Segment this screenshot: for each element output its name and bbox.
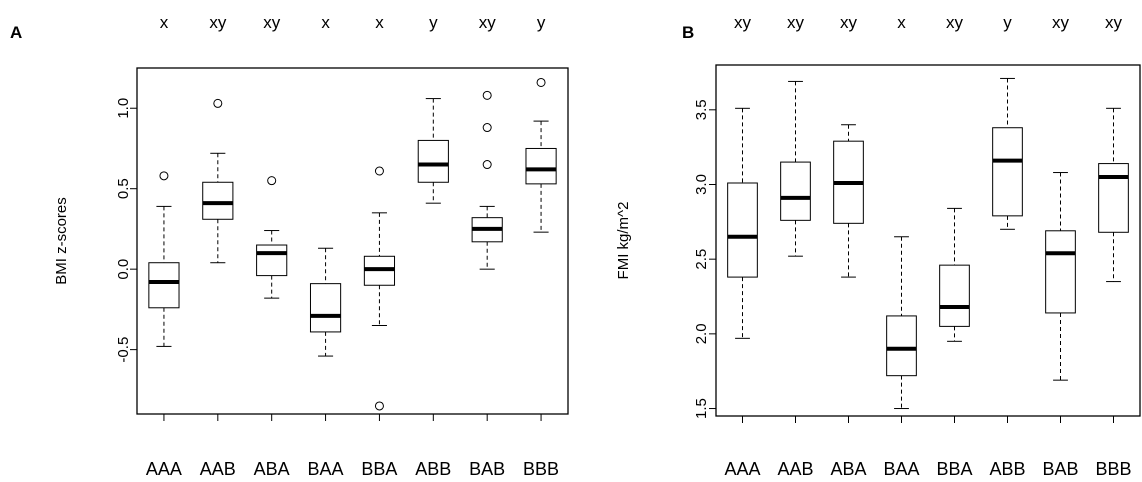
significance-letter: xy (840, 13, 858, 32)
outlier-point (267, 176, 277, 186)
iqr-box (992, 127, 1023, 217)
iqr-box (525, 147, 557, 185)
box-abb: ABB y (989, 13, 1025, 479)
box-baa: BAA x (883, 13, 919, 479)
x-category-label: BAA (308, 459, 344, 479)
box-bbb: BBB xy (1095, 13, 1131, 479)
significance-letter: xy (1052, 13, 1070, 32)
x-category-label: AAA (724, 459, 760, 479)
box-aaa: AAA x (146, 13, 182, 479)
y-tick-label: 2.0 (693, 323, 710, 344)
box-bba: BBA xy (936, 13, 972, 479)
iqr-box (1045, 230, 1076, 314)
significance-letter: xy (946, 13, 964, 32)
box-bab: BAB xy (1042, 13, 1078, 479)
significance-letter: y (429, 13, 438, 32)
x-category-label: ABB (415, 459, 451, 479)
outlier-point (213, 98, 223, 108)
outlier-point (159, 171, 169, 181)
significance-letter: xy (1105, 13, 1123, 32)
significance-letter: x (375, 13, 384, 32)
iqr-box (202, 181, 234, 220)
y-axis-title: FMI kg/m^2 (615, 202, 632, 280)
outlier-point (482, 123, 492, 133)
significance-letter: xy (263, 13, 281, 32)
box-abb: ABB y (415, 13, 451, 479)
outlier-point (374, 401, 384, 411)
x-category-label: BAA (883, 459, 919, 479)
y-axis-title: BMI z-scores (53, 197, 70, 285)
y-tick-label: 3.0 (693, 174, 710, 195)
box-aba: ABA xy (254, 13, 290, 479)
y-tick-label: 0.5 (115, 178, 132, 199)
y-tick-label: 1.5 (693, 398, 710, 419)
iqr-box (727, 182, 758, 278)
x-category-label: AAB (200, 459, 236, 479)
x-category-label: BAB (469, 459, 505, 479)
x-category-label: ABB (989, 459, 1025, 479)
y-tick-label: -0.5 (115, 337, 132, 363)
x-category-label: BBA (361, 459, 397, 479)
plot-frame (715, 64, 1141, 417)
significance-letter: y (537, 13, 546, 32)
significance-letter: xy (479, 13, 497, 32)
outlier-point (482, 90, 492, 100)
significance-letter: xy (734, 13, 752, 32)
box-bab: BAB xy (469, 13, 505, 479)
x-category-label: BBA (936, 459, 972, 479)
box-baa: BAA x (308, 13, 344, 479)
iqr-box (309, 283, 342, 333)
significance-letter: x (160, 13, 169, 32)
outlier-point (482, 160, 492, 170)
iqr-box (780, 161, 811, 221)
significance-letter: xy (787, 13, 805, 32)
panel-label: A (10, 23, 22, 42)
iqr-box (417, 139, 449, 183)
y-tick-label: 0.0 (115, 259, 132, 280)
y-tick-label: 2.5 (693, 249, 710, 270)
x-category-label: ABA (254, 459, 290, 479)
x-category-label: AAB (777, 459, 813, 479)
x-category-label: BAB (1042, 459, 1078, 479)
y-tick-label: 1.0 (115, 98, 132, 119)
significance-letter: y (1003, 13, 1012, 32)
iqr-box (148, 262, 180, 309)
significance-letter: xy (209, 13, 227, 32)
x-category-label: BBB (1095, 459, 1131, 479)
outlier-point (536, 77, 546, 87)
x-category-label: ABA (830, 459, 866, 479)
iqr-box (1098, 163, 1129, 233)
iqr-box (939, 264, 970, 327)
x-category-label: BBB (523, 459, 559, 479)
iqr-box (886, 315, 917, 377)
box-aab: AAB xy (777, 13, 813, 479)
plot-frame (136, 67, 569, 415)
significance-letter: x (897, 13, 906, 32)
box-aaa: AAA xy (724, 13, 760, 479)
y-tick-label: 3.5 (693, 99, 710, 120)
iqr-box (256, 244, 288, 277)
box-bbb: BBB y (523, 13, 559, 479)
panel-label: B (682, 23, 694, 42)
x-category-label: AAA (146, 459, 182, 479)
box-aba: ABA xy (830, 13, 866, 479)
significance-letter: x (321, 13, 330, 32)
outlier-point (374, 166, 384, 176)
box-bba: BBA x (361, 13, 397, 479)
box-aab: AAB xy (200, 13, 236, 479)
